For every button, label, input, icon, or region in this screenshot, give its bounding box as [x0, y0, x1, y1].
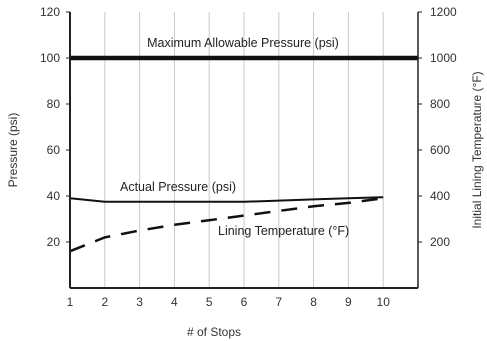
- vertical-gridlines: [69, 12, 384, 288]
- x-tick-1: 1: [67, 295, 74, 309]
- y2-tick-200: 200: [430, 235, 450, 249]
- y2-tick-1000: 1000: [430, 51, 457, 65]
- x-tick-5: 5: [206, 295, 213, 309]
- x-tick-3: 3: [136, 295, 143, 309]
- y-tick-40: 40: [47, 189, 61, 203]
- y2-tick-1200: 1200: [430, 5, 457, 19]
- y-tick-80: 80: [47, 97, 61, 111]
- tick-labels: 20 40 60 80 100 120 200 400 600 800 1000 1200 1 2 3 4 5 6…: [40, 5, 457, 309]
- x-tick-2: 2: [101, 295, 108, 309]
- x-tick-4: 4: [171, 295, 178, 309]
- x-axis-label: # of Stops: [187, 325, 241, 339]
- series-label-2: Actual Pressure (psi): [120, 180, 236, 194]
- y-tick-100: 100: [40, 51, 60, 65]
- y2-tick-800: 800: [430, 97, 450, 111]
- series-layer: [69, 55, 418, 253]
- x-tick-8: 8: [310, 295, 317, 309]
- series-annotations: Maximum Allowable Pressure (psi) Actual P…: [120, 36, 349, 238]
- y-tick-60: 60: [47, 143, 61, 157]
- x-tick-7: 7: [275, 295, 282, 309]
- y2-axis-label: Initial Lining Temperature (°F): [470, 71, 484, 228]
- series-line-2: [69, 196, 384, 203]
- series-label-3: Lining Temperature (°F): [218, 224, 349, 238]
- y-tick-120: 120: [40, 5, 60, 19]
- y2-tick-600: 600: [430, 143, 450, 157]
- x-tick-10: 10: [377, 295, 391, 309]
- x-tick-6: 6: [241, 295, 248, 309]
- y2-tick-400: 400: [430, 189, 450, 203]
- series-label-1: Maximum Allowable Pressure (psi): [147, 36, 339, 50]
- y-axis-label: Pressure (psi): [6, 113, 20, 188]
- x-tick-9: 9: [345, 295, 352, 309]
- y-tick-20: 20: [47, 235, 61, 249]
- series-line-3: [69, 197, 384, 253]
